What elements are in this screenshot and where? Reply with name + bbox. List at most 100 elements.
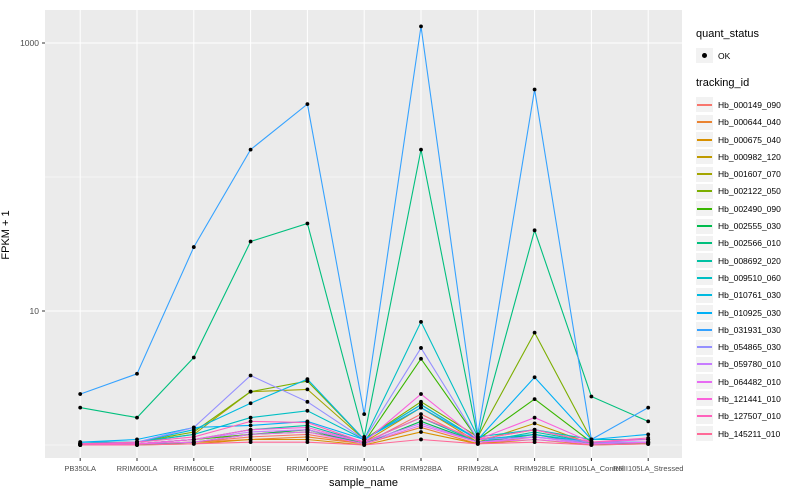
line-swatch-icon xyxy=(696,339,713,355)
line-swatch-icon xyxy=(696,426,713,442)
data-point xyxy=(419,412,423,417)
line-swatch-icon xyxy=(696,322,713,338)
data-point xyxy=(419,437,423,442)
data-point xyxy=(419,402,423,407)
x-tick-label: RRIM928BA xyxy=(400,464,442,473)
data-point xyxy=(248,423,253,428)
legend-item-Hb_000644_040: Hb_000644_040 xyxy=(696,114,798,131)
data-point xyxy=(305,430,310,434)
x-axis-title: sample_name xyxy=(328,477,399,489)
legend-item-label: Hb_001607_070 xyxy=(718,169,781,180)
data-point xyxy=(78,443,83,447)
data-point xyxy=(248,239,253,244)
line-swatch-icon xyxy=(696,287,713,303)
data-point xyxy=(532,427,537,432)
data-point xyxy=(78,392,83,396)
data-point xyxy=(248,437,253,442)
line-swatch-icon xyxy=(696,305,713,320)
y-axis-title: FPKM + 1 xyxy=(0,210,12,260)
data-point xyxy=(532,87,537,92)
legend-item-label: Hb_054865_030 xyxy=(718,342,781,353)
data-point xyxy=(419,423,423,428)
data-point xyxy=(646,419,651,424)
data-point xyxy=(78,405,83,410)
data-point xyxy=(589,443,594,447)
legend-item-Hb_009510_060: Hb_009510_060 xyxy=(696,269,798,286)
legend-item-label: Hb_008692_020 xyxy=(718,255,781,266)
data-point xyxy=(646,435,651,440)
data-point xyxy=(532,375,537,380)
data-point xyxy=(305,408,310,413)
legend-item-label: Hb_002555_030 xyxy=(718,221,781,232)
data-point xyxy=(532,437,537,442)
legend-item-Hb_031931_030: Hb_031931_030 xyxy=(696,321,798,338)
legend-item-label: Hb_127507_010 xyxy=(718,411,781,422)
legend-item-label: Hb_145211_010 xyxy=(718,428,781,439)
data-point xyxy=(191,355,196,360)
line-swatch-icon xyxy=(696,270,713,286)
legend-tracking-id: tracking_id Hb_000149_090 Hb_000644_040 Hb… xyxy=(696,77,798,442)
legend-item-Hb_059780_010: Hb_059780_010 xyxy=(696,356,798,373)
x-tick-label: RRII105LA_Stressed xyxy=(613,464,683,473)
data-point xyxy=(305,377,310,382)
data-point xyxy=(305,387,310,392)
data-point xyxy=(191,434,196,439)
legend-title-tracking-id: tracking_id xyxy=(696,77,750,90)
legend-item-label: Hb_059780_010 xyxy=(718,359,781,370)
legend-item-label: Hb_000675_040 xyxy=(718,134,781,145)
legend-item-Hb_000149_090: Hb_000149_090 xyxy=(696,96,798,113)
legend-item-label: Hb_031931_030 xyxy=(718,324,781,335)
line-swatch-icon xyxy=(696,201,713,217)
legend-item-ok: OK xyxy=(696,47,798,64)
data-point xyxy=(248,415,253,420)
data-point xyxy=(589,394,594,399)
legend-item-Hb_127507_010: Hb_127507_010 xyxy=(696,408,798,425)
data-point xyxy=(532,228,537,233)
x-tick-label: RRIM600LA xyxy=(117,464,158,473)
legend-item-label: Hb_002122_050 xyxy=(718,186,781,197)
x-tick-label: RRII105LA_Control xyxy=(559,464,624,473)
y-tick-label: 10 xyxy=(30,306,40,316)
line-swatch-icon xyxy=(696,253,713,269)
legend-item-Hb_008692_020: Hb_008692_020 xyxy=(696,252,798,269)
legend-item-label: Hb_009510_060 xyxy=(718,272,781,283)
legend-item-Hb_010925_030: Hb_010925_030 xyxy=(696,304,798,321)
data-point xyxy=(362,412,367,417)
data-point xyxy=(248,147,253,152)
legend-item-label: OK xyxy=(718,50,731,61)
legend-title-quant-status: quant_status xyxy=(696,28,759,40)
data-point xyxy=(589,440,594,445)
data-point xyxy=(191,245,196,249)
data-point xyxy=(419,356,423,361)
legend-item-label: Hb_000149_090 xyxy=(718,99,781,110)
data-point xyxy=(532,440,537,445)
legend-item-Hb_002566_010: Hb_002566_010 xyxy=(696,235,798,252)
data-point xyxy=(532,415,537,420)
x-tick-label: RRIM600PE xyxy=(287,464,329,473)
data-point xyxy=(191,441,196,446)
data-point xyxy=(532,397,537,402)
legend-item-label: Hb_000644_040 xyxy=(718,117,781,128)
data-point xyxy=(135,371,139,376)
data-point xyxy=(248,389,253,394)
data-point xyxy=(362,443,367,447)
line-swatch-icon xyxy=(696,149,713,165)
data-point xyxy=(248,427,253,432)
legend-item-label: Hb_121441_010 xyxy=(718,393,781,404)
data-point xyxy=(305,425,310,430)
data-point xyxy=(305,440,310,445)
line-swatch-icon xyxy=(696,183,713,199)
data-point xyxy=(191,425,196,430)
data-point xyxy=(475,432,480,437)
panel-background xyxy=(45,10,682,458)
line-swatch-icon xyxy=(696,97,713,113)
data-point xyxy=(305,399,310,404)
data-point xyxy=(419,319,423,324)
legend-item-Hb_145211_010: Hb_145211_010 xyxy=(696,425,798,442)
data-point xyxy=(305,221,310,226)
legend-item-Hb_002555_030: Hb_002555_030 xyxy=(696,217,798,234)
legend: quant_status OK tracking_id Hb_000149_09… xyxy=(696,28,798,442)
line-swatch-icon xyxy=(696,356,713,372)
